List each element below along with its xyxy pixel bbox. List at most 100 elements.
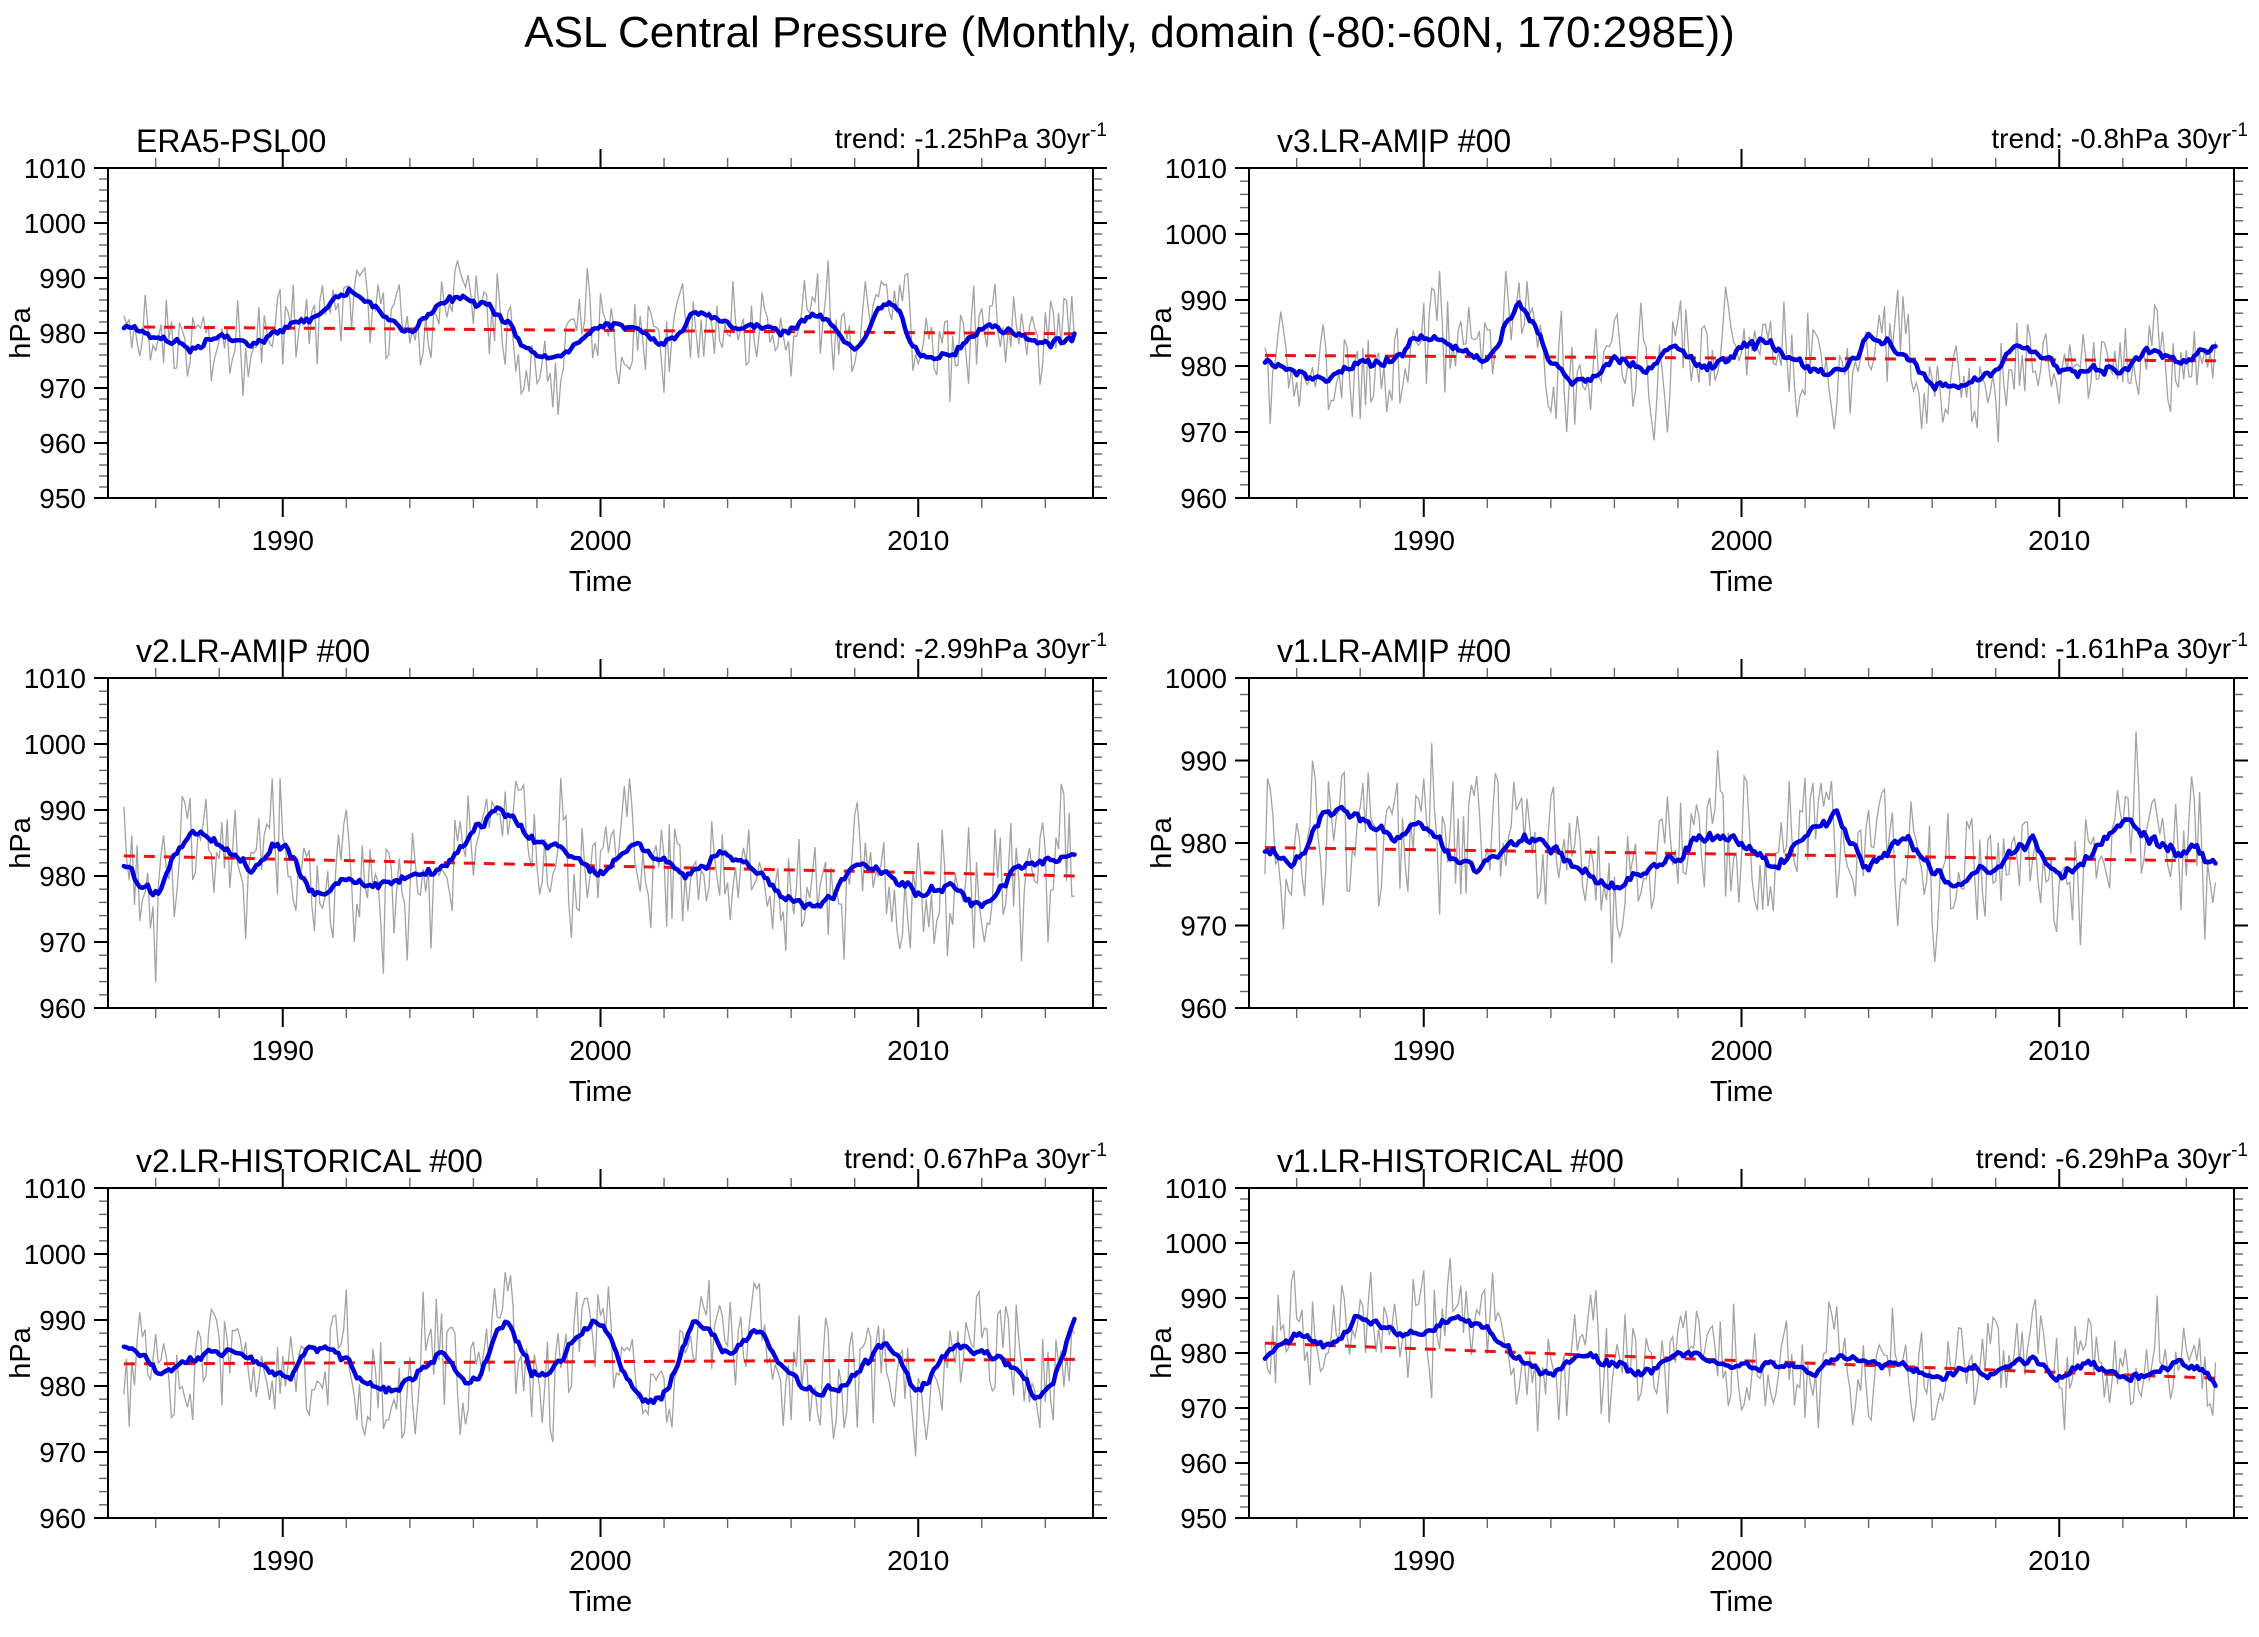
y-tick-label: 990 <box>1180 285 1227 316</box>
monthly-series-line <box>123 777 1075 983</box>
y-tick-label: 970 <box>39 927 86 958</box>
panel-title: v1.LR-HISTORICAL #00 <box>1277 1143 1624 1179</box>
y-tick-label: 970 <box>1180 1393 1227 1424</box>
x-tick-label: 1990 <box>252 1035 314 1066</box>
y-tick-label: 980 <box>39 318 86 349</box>
y-axis-label: hPa <box>5 306 37 358</box>
smoothed-series-line <box>121 1316 1077 1406</box>
panel-v1-lr-amip-00: 960 970 980 990 1000 1990 2000 2010 hPa Time v1.LR… <box>1146 630 2248 1108</box>
trend-annotation: trend: -1.25hPa 30yr-1 <box>835 120 1107 154</box>
smoothed-series-line <box>1262 804 2218 891</box>
y-tick-label: 980 <box>1180 828 1227 859</box>
y-tick-label: 970 <box>1180 911 1227 942</box>
y-axis-label: hPa <box>1146 306 1178 358</box>
y-tick-label: 1000 <box>24 1239 86 1270</box>
x-tick-label: 2000 <box>1710 1035 1772 1066</box>
y-tick-label: 990 <box>39 795 86 826</box>
x-tick-label: 2000 <box>569 525 631 556</box>
y-tick-label: 1010 <box>24 153 86 184</box>
trend-annotation: trend: 0.67hPa 30yr-1 <box>844 1140 1107 1174</box>
y-tick-label: 1000 <box>1165 219 1227 250</box>
trend-annotation: trend: -6.29hPa 30yr-1 <box>1976 1140 2248 1174</box>
x-tick-label: 1990 <box>252 525 314 556</box>
x-tick-label: 2000 <box>569 1545 631 1576</box>
y-tick-label: 970 <box>39 373 86 404</box>
x-tick-label: 1990 <box>1393 525 1455 556</box>
y-tick-label: 990 <box>1180 746 1227 777</box>
x-tick-label: 2010 <box>887 1545 949 1576</box>
x-tick-label: 2010 <box>2028 1545 2090 1576</box>
x-tick-label: 1990 <box>1393 1035 1455 1066</box>
x-tick-label: 2010 <box>887 525 949 556</box>
y-tick-label: 1000 <box>24 729 86 760</box>
x-tick-label: 1990 <box>1393 1545 1455 1576</box>
axes: 960 970 980 990 1000 1010 1990 2000 2010 <box>24 659 1107 1066</box>
x-axis-label: Time <box>569 566 632 598</box>
smoothed-series-line <box>1262 1314 2218 1389</box>
y-axis-label: hPa <box>1146 816 1178 868</box>
x-axis-label: Time <box>1710 1586 1773 1618</box>
y-tick-label: 960 <box>39 993 86 1024</box>
y-tick-label: 990 <box>39 263 86 294</box>
x-tick-label: 2010 <box>2028 525 2090 556</box>
monthly-series-line <box>1264 1258 2217 1432</box>
smoothed-series-line <box>121 805 1077 911</box>
x-axis-label: Time <box>1710 566 1773 598</box>
trend-annotation: trend: -2.99hPa 30yr-1 <box>835 630 1107 664</box>
axes: 960 970 980 990 1000 1990 2000 2010 <box>1165 659 2248 1066</box>
y-axis-label: hPa <box>1146 1326 1178 1378</box>
y-tick-label: 1010 <box>24 1173 86 1204</box>
axes: 950 960 970 980 990 1000 1010 1990 2000 2010 <box>1165 1169 2248 1576</box>
axes: 960 970 980 990 1000 1010 1990 2000 2010 <box>24 1169 1107 1576</box>
y-tick-label: 960 <box>39 428 86 459</box>
smoothed-series-line <box>1262 300 2218 392</box>
monthly-series-line <box>1264 270 2217 443</box>
panel-title: v2.LR-HISTORICAL #00 <box>136 1143 483 1179</box>
x-tick-label: 2000 <box>1710 525 1772 556</box>
panel-title: ERA5-PSL00 <box>136 123 326 159</box>
y-tick-label: 970 <box>1180 417 1227 448</box>
y-tick-label: 950 <box>1180 1503 1227 1534</box>
y-tick-label: 960 <box>1180 1448 1227 1479</box>
trend-annotation: trend: -0.8hPa 30yr-1 <box>1991 120 2248 154</box>
panel-v3-lr-amip-00: 960 970 980 990 1000 1010 1990 2000 2010 hPa Time v… <box>1146 120 2248 598</box>
y-axis-label: hPa <box>5 1326 37 1378</box>
axes: 960 970 980 990 1000 1010 1990 2000 2010 <box>1165 149 2248 556</box>
y-tick-label: 980 <box>1180 1338 1227 1369</box>
plot-frame <box>107 677 1094 1009</box>
y-tick-label: 990 <box>1180 1283 1227 1314</box>
x-tick-label: 2010 <box>2028 1035 2090 1066</box>
y-tick-label: 1010 <box>1165 153 1227 184</box>
panel-title: v1.LR-AMIP #00 <box>1277 633 1511 669</box>
panel-title: v2.LR-AMIP #00 <box>136 633 370 669</box>
smoothed-series-line <box>121 286 1077 362</box>
y-tick-label: 1000 <box>24 208 86 239</box>
y-tick-label: 960 <box>1180 993 1227 1024</box>
plot-frame <box>107 1187 1094 1519</box>
monthly-series-line <box>123 1271 1076 1457</box>
panel-v2-lr-amip-00: 960 970 980 990 1000 1010 1990 2000 2010 hPa Time v… <box>5 630 1107 1108</box>
panel-v1-lr-historical-00: 950 960 970 980 990 1000 1010 1990 2000 2010 hPa Ti… <box>1146 1140 2248 1618</box>
y-tick-label: 990 <box>39 1305 86 1336</box>
x-axis-label: Time <box>569 1076 632 1108</box>
y-tick-label: 1000 <box>1165 663 1227 694</box>
x-tick-label: 1990 <box>252 1545 314 1576</box>
panel-title: v3.LR-AMIP #00 <box>1277 123 1511 159</box>
plot-frame <box>1248 167 2235 499</box>
plot-frame <box>1248 677 2235 1009</box>
y-tick-label: 980 <box>39 1371 86 1402</box>
x-tick-label: 2010 <box>887 1035 949 1066</box>
panel-era5-psl00: 950 960 970 980 990 1000 1010 1990 2000 2010 hPa Ti… <box>5 120 1107 598</box>
y-tick-label: 1000 <box>1165 1228 1227 1259</box>
plot-frame <box>107 167 1094 499</box>
y-tick-label: 950 <box>39 483 86 514</box>
y-tick-label: 1010 <box>24 663 86 694</box>
axes: 950 960 970 980 990 1000 1010 1990 2000 2010 <box>24 149 1107 556</box>
x-tick-label: 2000 <box>1710 1545 1772 1576</box>
x-axis-label: Time <box>1710 1076 1773 1108</box>
y-tick-label: 1010 <box>1165 1173 1227 1204</box>
figure-title: ASL Central Pressure (Monthly, domain (-… <box>524 8 1735 57</box>
plot-frame <box>1248 1187 2235 1519</box>
y-tick-label: 960 <box>39 1503 86 1534</box>
